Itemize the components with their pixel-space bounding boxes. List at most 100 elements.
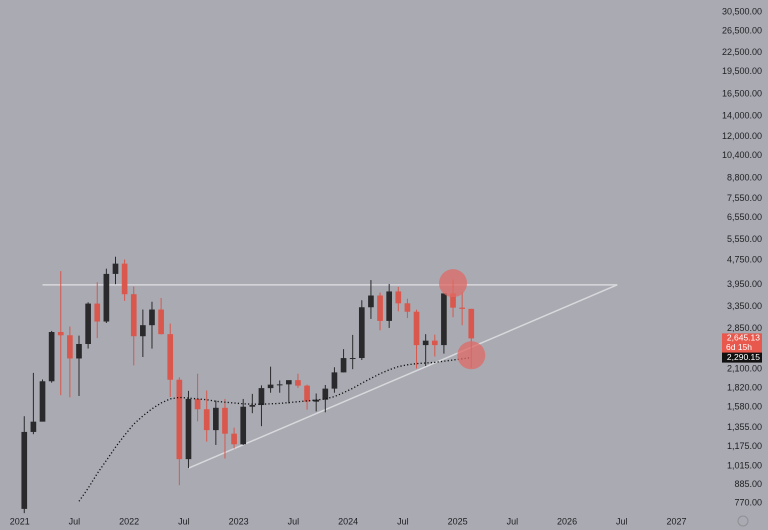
candle-body <box>422 340 429 346</box>
candle <box>39 379 46 422</box>
candle <box>222 398 228 459</box>
candle-body <box>368 295 374 308</box>
candle-body <box>267 384 274 389</box>
x-tick-label: Jul <box>178 516 190 526</box>
candle <box>377 292 383 331</box>
candle-body <box>112 263 119 274</box>
y-tick-label: 2,850.00 <box>727 323 762 333</box>
candle-body <box>194 398 201 410</box>
x-tick-label: Jul <box>69 516 81 526</box>
candle <box>149 301 155 349</box>
x-tick-label: Jul <box>616 516 628 526</box>
y-tick-label: 3,950.00 <box>727 279 762 289</box>
candle <box>431 334 438 357</box>
candle-body <box>331 372 338 389</box>
candle-body <box>431 340 438 346</box>
candle <box>112 256 119 285</box>
candle-body <box>322 388 329 400</box>
candle <box>304 384 310 410</box>
candle <box>249 393 256 414</box>
candle-body <box>130 294 137 337</box>
candle <box>322 385 329 413</box>
y-tick-label: 12,000.00 <box>722 131 762 141</box>
x-tick-label: 2025 <box>448 516 468 526</box>
y-tick-label: 16,500.00 <box>722 88 762 98</box>
candle <box>48 330 55 383</box>
y-tick-label: 22,500.00 <box>722 47 762 57</box>
candle-body <box>404 303 411 312</box>
candle <box>140 309 146 358</box>
candle <box>258 385 265 427</box>
y-tick-label: 19,500.00 <box>722 66 762 76</box>
candle <box>267 366 274 393</box>
candle <box>94 282 101 339</box>
y-tick-label: 10,400.00 <box>722 150 762 160</box>
candle-body <box>249 405 256 407</box>
candle-body <box>295 380 301 386</box>
moving-average <box>78 356 472 502</box>
candle-body <box>48 332 55 382</box>
y-tick-label: 7,550.00 <box>727 193 762 203</box>
x-tick-label: 2026 <box>557 516 577 526</box>
y-tick-label: 1,175.00 <box>727 441 762 451</box>
candle <box>331 367 338 393</box>
candle <box>158 297 164 335</box>
candle <box>194 373 201 422</box>
candle-body <box>167 334 174 380</box>
x-tick-label: 2021 <box>10 516 30 526</box>
y-tick-label: 885.00 <box>734 479 762 489</box>
candle-body <box>276 384 283 386</box>
candle <box>203 390 210 442</box>
candle-body <box>459 307 465 309</box>
price-label: 2,290.15 <box>727 352 760 362</box>
candle-body <box>240 406 247 445</box>
price-label-box <box>722 352 762 363</box>
candle-body <box>21 431 28 509</box>
trendline <box>188 284 618 469</box>
candle <box>185 390 192 469</box>
y-tick-label: 1,820.00 <box>727 383 762 393</box>
candle-body <box>158 309 164 335</box>
candle <box>130 286 137 366</box>
candle-body <box>121 263 128 295</box>
candle-body <box>349 358 356 360</box>
highlight-circle <box>439 269 468 298</box>
candle-body <box>340 358 347 373</box>
y-tick-label: 3,350.00 <box>727 301 762 311</box>
y-tick-label: 5,550.00 <box>727 234 762 244</box>
candle <box>121 259 128 301</box>
y-tick-label: 1,355.00 <box>727 422 762 432</box>
candle-body <box>57 332 64 336</box>
y-tick-label: 2,100.00 <box>727 364 762 374</box>
candle-body <box>468 308 475 339</box>
candle <box>85 302 91 349</box>
candle <box>404 298 411 319</box>
candle <box>395 286 402 312</box>
y-tick-label: 770.00 <box>734 497 762 507</box>
candle <box>57 271 64 396</box>
candle-body <box>358 307 365 359</box>
candle <box>240 398 247 445</box>
candle <box>386 284 393 328</box>
candle-body <box>103 273 110 322</box>
candle-body <box>140 325 146 337</box>
candle <box>349 334 356 370</box>
candle-body <box>67 335 73 359</box>
candle-body <box>304 385 310 402</box>
candle <box>422 334 429 367</box>
x-tick-label: 2023 <box>229 516 249 526</box>
x-tick-label: Jul <box>288 516 300 526</box>
candle <box>231 427 237 449</box>
candle <box>285 380 292 404</box>
x-tick-label: Jul <box>397 516 409 526</box>
x-tick-label: 2024 <box>338 516 358 526</box>
candle <box>67 326 73 398</box>
candle-body <box>185 398 192 460</box>
y-tick-label: 14,000.00 <box>722 110 762 120</box>
candle <box>276 380 283 393</box>
candle <box>295 373 301 388</box>
y-tick-label: 1,015.00 <box>727 461 762 471</box>
candle-body <box>85 303 91 344</box>
